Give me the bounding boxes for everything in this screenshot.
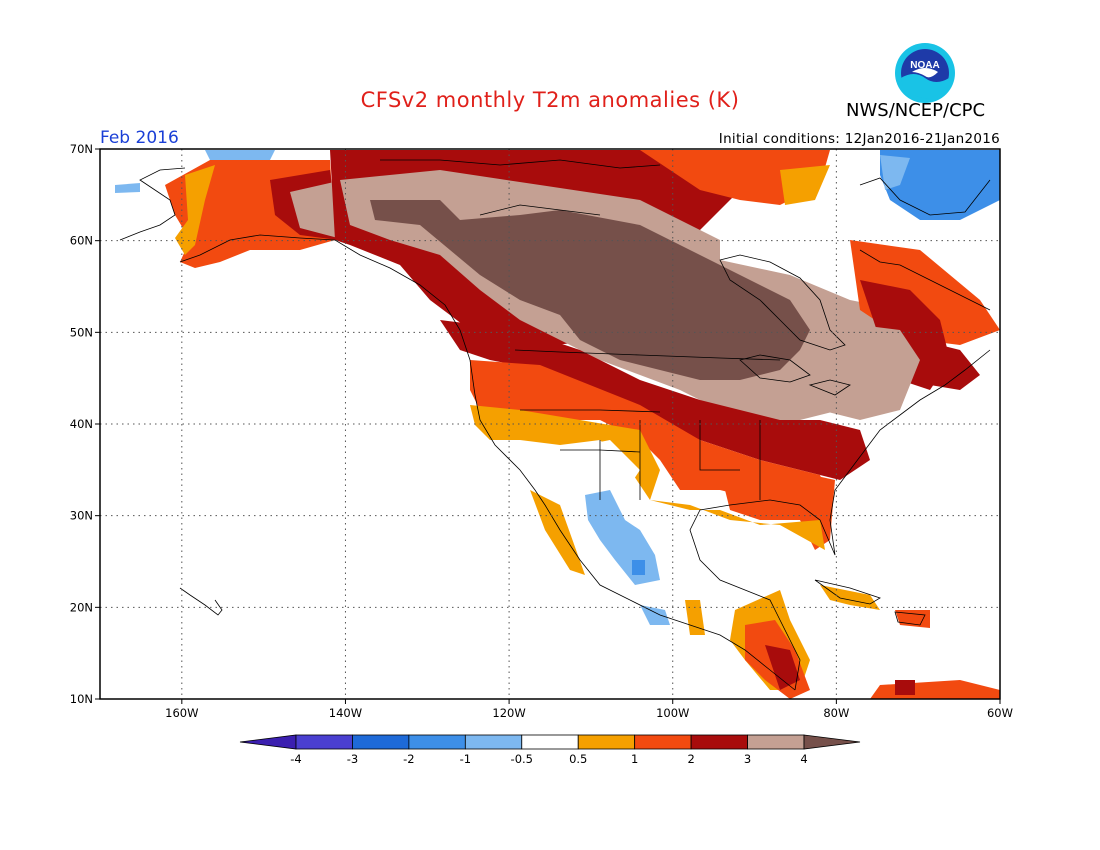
colorbar-segment [577,734,636,750]
colorbar-segment [408,734,466,750]
initial-conditions: Initial conditions: 12Jan2016-21Jan2016 [718,131,1000,147]
colorbar-tick-label: -2 [403,752,415,766]
anomaly-region-west-orange [470,405,825,550]
colorbar [239,734,861,750]
anomaly-region-canada-brown [370,200,810,380]
tick-label-lon: 120W [492,706,525,720]
colorbar-segment [690,734,748,750]
anomaly-region-greenland-blue [880,150,1000,220]
tick-label-lat: 50N [70,325,93,339]
colorbar-segment [634,734,692,750]
anomaly-region-gulf-orange [685,600,705,635]
colorbar-arrow-high [803,734,861,750]
tick-label-lat: 60N [70,234,93,248]
anomaly-region-greenland-lightblue [880,155,910,190]
anomaly-region-mexico-blue [632,560,645,575]
anomaly-region-southwest-white [490,440,640,500]
anomaly-region-pacnw-darkred [440,320,870,480]
colorbar-arrow-low [239,734,297,750]
anomaly-region-sa-red [870,680,1000,699]
anomaly-region-bering-blue2 [115,183,140,193]
colorbar-segment [464,734,523,750]
colorbar-segment [295,734,353,750]
anomaly-region-centam-darkred [765,645,800,690]
anomaly-region-arctic-orange [780,165,830,205]
anomaly-region-mexico-lightblue2 [640,605,670,625]
colorbar-tick-label: 1 [630,752,639,766]
map-title: CFSv2 monthly T2m anomalies (K) [360,88,740,112]
anomaly-region-quebec-tan [790,320,920,420]
tick-label-lon: 80W [823,706,849,720]
colorbar-tick-label: 2 [687,752,695,766]
anomaly-region-baja-orange [530,490,585,575]
gridlines [100,149,1000,699]
colorbar-tick-label: 3 [743,752,752,766]
noaa-logo-text: NOAA [910,60,939,71]
axis-ticks: 160W 140W 120W 100W 80W 60W 10N 20N 30N 40N 50N 60N… [70,142,1013,720]
tick-label-lon: 160W [165,706,198,720]
anomaly-region-mexico-lightblue [585,490,660,585]
colorbar-tick-label: 4 [800,752,808,766]
colorbar-tick-label: -4 [290,752,302,766]
colorbar-tick-label: -0.5 [510,752,533,766]
forecast-month: Feb 2016 [100,128,179,148]
colorbar-segment [747,734,805,750]
noaa-logo: NOAA [895,43,955,103]
tick-label-lat: 20N [70,600,93,614]
anomaly-region-maritimes-darkred [920,340,980,390]
anomaly-region-alaska-tan [290,182,338,238]
agency-label: NWS/NCEP/CPC [846,100,986,121]
colorbar-tick-label: -1 [459,752,472,766]
colorbar-tick-label: -3 [346,752,359,766]
tick-label-lon: 140W [329,706,362,720]
anomaly-region-arctic-red [640,150,830,205]
anomaly-region-sa-darkred [895,680,915,695]
tick-label-lat: 10N [70,692,93,706]
tick-label-lat: 70N [70,142,93,156]
tick-label-lat: 40N [70,417,93,431]
tick-label-lat: 30N [70,509,93,523]
anomaly-region-cuba-orange [820,585,880,610]
coastlines [119,159,991,691]
tick-label-lon: 100W [656,706,689,720]
tick-label-lon: 60W [987,706,1013,720]
colorbar-segment [352,734,410,750]
anomaly-region-alaska-orange [175,165,215,255]
colorbar-tick-label: 0.5 [569,752,588,766]
colorbar-segment [521,734,579,750]
anomaly-region-bering-blue [205,150,275,160]
